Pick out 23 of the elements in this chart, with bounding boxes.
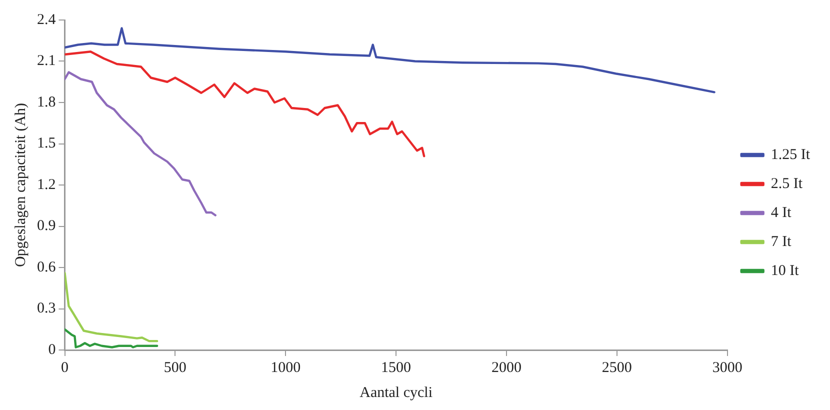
y-tick-label: 2.4 bbox=[37, 12, 56, 28]
y-tick-label: 0.6 bbox=[37, 259, 56, 276]
y-tick-label: 2.1 bbox=[37, 53, 56, 70]
x-tick-label: 0 bbox=[61, 360, 68, 376]
y-tick-label: 1.2 bbox=[37, 176, 56, 193]
y-tick-label: 0.3 bbox=[37, 300, 56, 317]
y-tick-label: 0.9 bbox=[37, 218, 56, 234]
x-tick-label: 1000 bbox=[270, 360, 301, 376]
y-tick-label: 1.5 bbox=[37, 136, 56, 152]
x-tick-label: 2000 bbox=[491, 360, 522, 376]
y-tick-label: 1.8 bbox=[37, 94, 56, 110]
x-tick-label: 500 bbox=[164, 360, 186, 376]
x-axis-title: Aantal cycli bbox=[360, 384, 432, 401]
x-tick-label: 3000 bbox=[712, 360, 742, 376]
y-tick-label: 0 bbox=[48, 342, 56, 358]
legend-label: 4 It bbox=[770, 204, 792, 221]
x-tick-label: 2500 bbox=[602, 360, 632, 376]
x-tick-label: 1500 bbox=[381, 360, 412, 376]
legend-label: 7 It bbox=[770, 234, 792, 250]
legend-label: 2.5 It bbox=[770, 176, 804, 192]
legend-label: 10 It bbox=[770, 262, 800, 279]
legend-label: 1.25 It bbox=[770, 146, 811, 163]
y-axis-title: Opgeslagen capaciteit (Ah) bbox=[12, 102, 29, 268]
